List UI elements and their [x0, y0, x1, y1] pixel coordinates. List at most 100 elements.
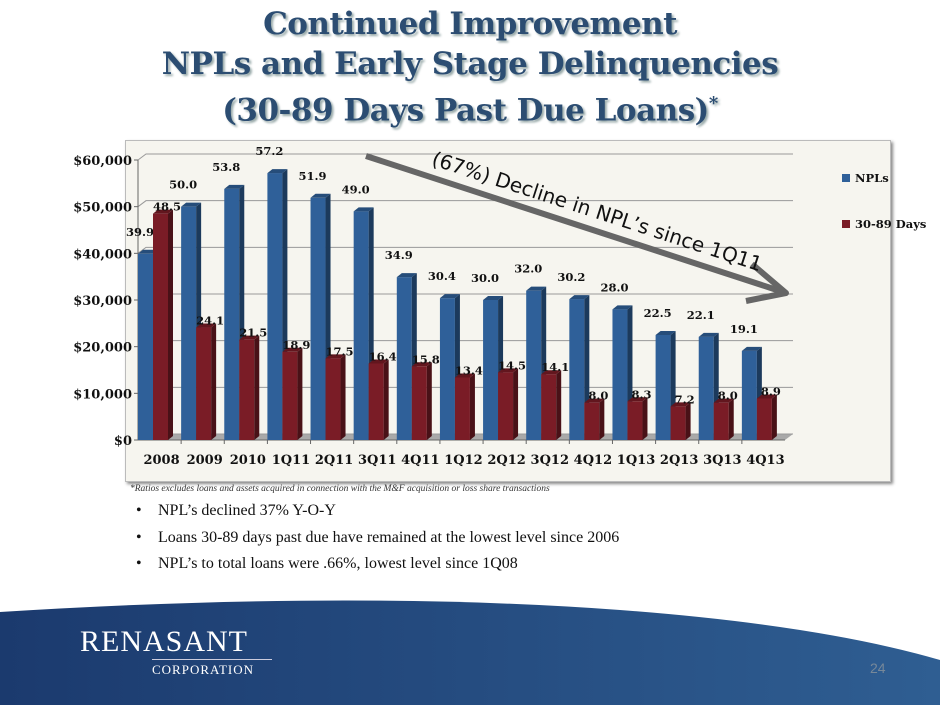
bar-top: [612, 305, 633, 310]
bar-30-89-days: [325, 358, 341, 440]
bar-npls: [439, 298, 455, 440]
bar-side: [469, 373, 475, 440]
x-tick-label: 2009: [187, 453, 223, 468]
data-label: 8.9: [761, 384, 781, 398]
bar-side: [254, 335, 260, 440]
data-label: 39.9: [126, 225, 154, 239]
bar-side: [168, 209, 173, 440]
data-label: 8.0: [718, 389, 738, 403]
bar-30-89-days: [584, 402, 600, 440]
slide-title: Continued Improvement NPLs and Early Sta…: [0, 4, 940, 130]
bar-top: [439, 294, 460, 299]
bar-npls: [569, 299, 585, 440]
data-label: 16.4: [369, 349, 397, 363]
data-label: 18.9: [282, 338, 310, 352]
data-label: 30.4: [428, 269, 456, 283]
bar-30-89-days: [627, 401, 643, 440]
bar-30-89-days: [239, 339, 255, 440]
data-label: 15.8: [412, 352, 440, 366]
bar-side: [297, 347, 303, 440]
bar-top: [541, 370, 562, 375]
bar-top: [526, 286, 547, 291]
title-asterisk: *: [708, 93, 718, 114]
bar-top: [713, 398, 734, 403]
bar-top: [353, 207, 374, 212]
bar-top: [569, 295, 590, 300]
bullet-list: NPL’s declined 37% Y-O-Y Loans 30-89 day…: [130, 502, 619, 582]
y-tick-label: $10,000: [73, 387, 132, 402]
data-label: 30.2: [557, 270, 585, 284]
y-tick-label: $50,000: [73, 201, 132, 216]
bar-30-89-days: [541, 374, 557, 440]
bar-side: [728, 398, 734, 440]
bar-npls: [612, 309, 628, 440]
bar-top: [655, 331, 676, 335]
x-tick-label: 2010: [230, 453, 266, 468]
bar-30-89-days: [368, 363, 384, 440]
bar-top: [153, 209, 173, 214]
x-tick-label: 1Q11: [272, 453, 310, 468]
bar-npls: [655, 335, 671, 440]
bar-npls: [267, 173, 283, 441]
annotation-text: (67%) Decline in NPL’s since 1Q11: [429, 147, 765, 277]
company-logo: RENASANT CORPORATION: [80, 625, 272, 678]
bar-top: [181, 202, 202, 207]
data-label: 50.0: [169, 178, 197, 192]
bar-top: [239, 335, 260, 340]
bar-30-89-days: [153, 213, 168, 440]
data-label: 22.5: [644, 306, 672, 320]
data-label: 22.1: [687, 308, 715, 322]
bar-top: [698, 332, 719, 337]
data-label: 48.5: [153, 200, 181, 214]
bar-npls: [396, 277, 412, 440]
trend-arrow-head: [745, 261, 789, 304]
legend-swatch: [842, 220, 850, 228]
x-tick-label: 2Q11: [315, 453, 353, 468]
bar-top: [498, 368, 519, 373]
trend-arrow-line: [365, 153, 781, 294]
bar-30-89-days: [282, 351, 298, 440]
bar-npls: [224, 188, 240, 440]
bar-side: [383, 359, 389, 440]
x-tick-label: 2Q12: [487, 453, 525, 468]
data-label: 8.0: [588, 389, 608, 403]
bar-top: [368, 359, 389, 364]
data-label: 30.0: [471, 271, 499, 285]
y-tick-label: $0: [114, 434, 132, 449]
bar-top: [411, 362, 432, 367]
x-tick-label: 3Q13: [703, 453, 741, 468]
bar-30-89-days: [756, 398, 772, 440]
bar-top: [196, 323, 217, 328]
x-tick-label: 2Q13: [660, 453, 698, 468]
x-tick-label: 3Q11: [358, 453, 396, 468]
legend-swatch: [842, 174, 850, 182]
data-label: 53.8: [212, 160, 240, 174]
data-label: 28.0: [600, 280, 628, 294]
data-label: 13.4: [455, 363, 483, 377]
bar-30-89-days: [498, 372, 514, 440]
bar-top: [483, 296, 504, 300]
bullet-item: Loans 30-89 days past due have remained …: [136, 529, 619, 547]
logo-brand: RENASANT: [80, 625, 249, 658]
bar-30-89-days: [454, 377, 470, 440]
bar-side: [211, 323, 217, 440]
bar-npls: [698, 336, 714, 440]
bar-npls: [741, 350, 757, 440]
bar-30-89-days: [196, 327, 212, 440]
bar-npls: [310, 197, 326, 440]
data-label: 57.2: [255, 144, 283, 158]
legend-label: 30-89 Days: [855, 217, 926, 231]
bar-top: [670, 402, 691, 407]
x-tick-label: 2008: [143, 453, 179, 468]
data-label: 21.5: [239, 326, 267, 340]
bar-30-89-days: [411, 366, 427, 440]
title-line-3: (30-89 Days Past Due Loans)*: [0, 84, 940, 130]
bar-npls: [526, 290, 542, 440]
bar-side: [426, 362, 432, 440]
bar-side: [685, 402, 691, 440]
bar-top: [267, 169, 288, 174]
legend-label: NPLs: [855, 171, 889, 185]
x-tick-label: 4Q12: [574, 453, 612, 468]
